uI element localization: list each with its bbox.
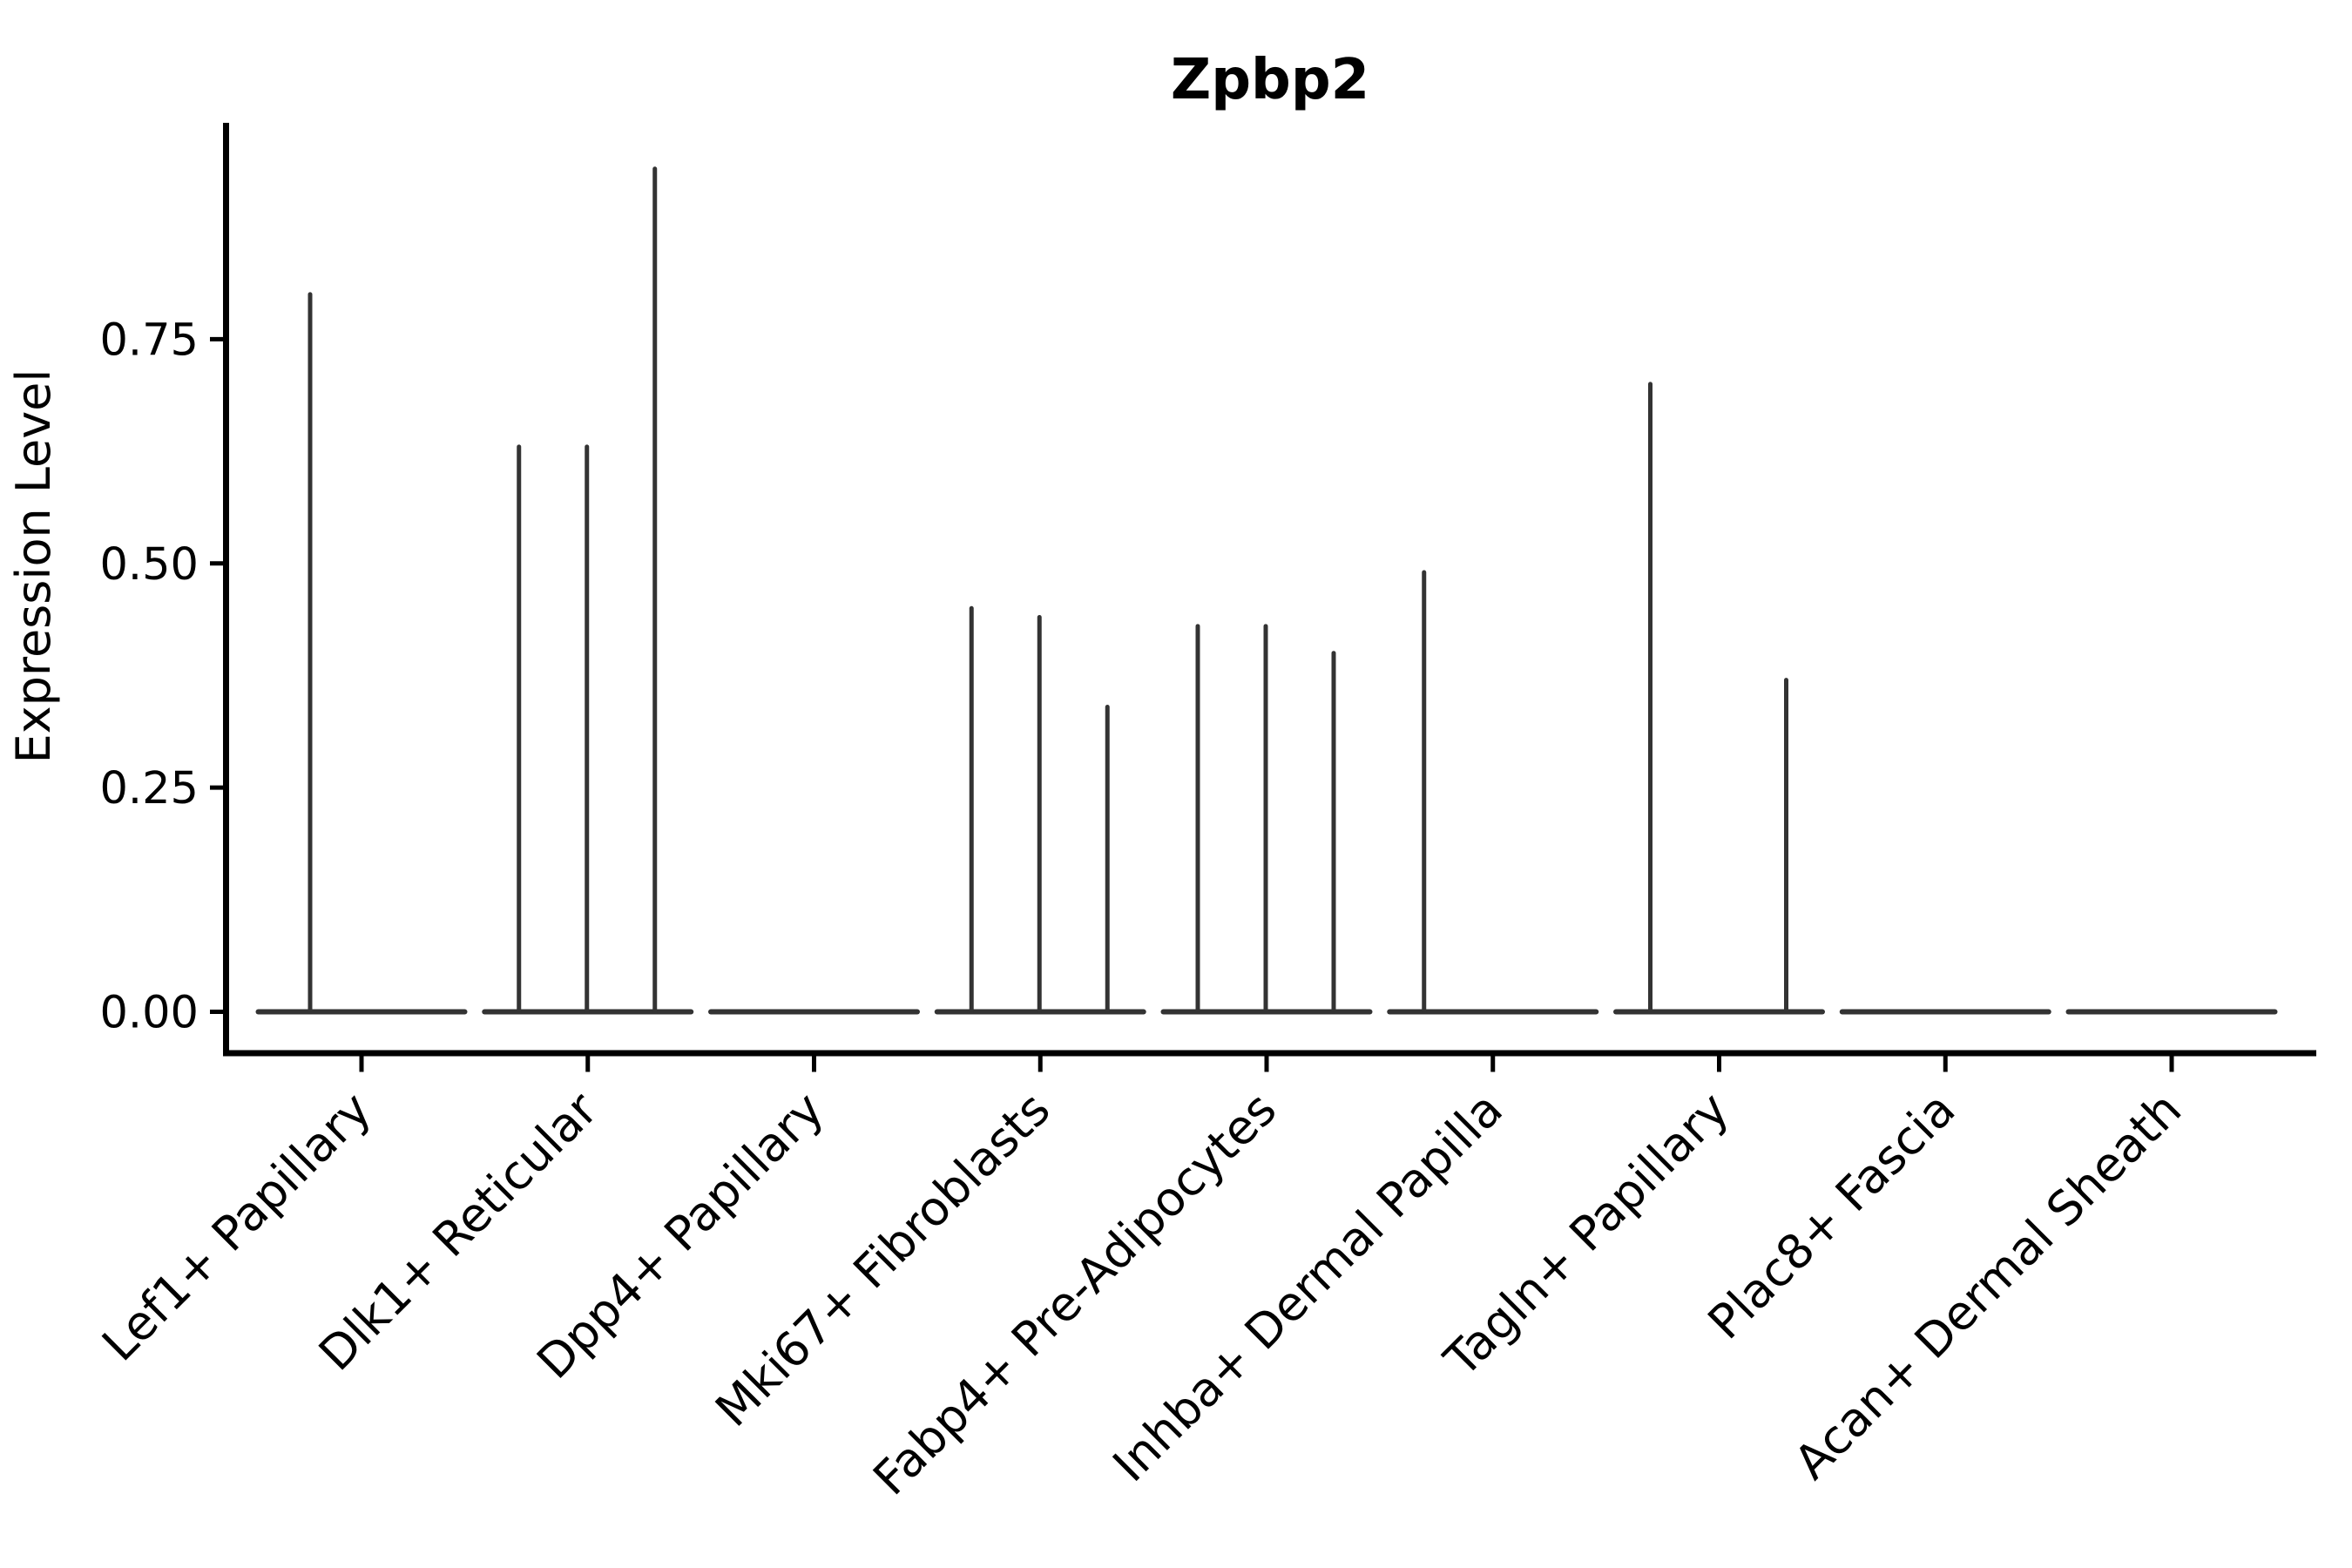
violin-category (255, 292, 468, 1015)
y-axis-label: Expression Level (6, 369, 61, 764)
y-tick-label: 0.25 (99, 763, 199, 814)
violin-category (1613, 382, 1825, 1015)
y-tick-label: 0.50 (99, 539, 199, 591)
violins-layer (255, 166, 2278, 1015)
violin-category (934, 605, 1146, 1015)
violin-category (1160, 624, 1373, 1015)
y-tick-label: 0.00 (99, 988, 199, 1039)
chart-title: Zpbp2 (1171, 48, 1369, 112)
y-tick-label: 0.75 (99, 314, 199, 366)
violin-category (1387, 570, 1599, 1015)
x-tick-label: Inhba+ Dermal Papilla (1103, 1082, 1513, 1492)
violin-category (482, 166, 694, 1015)
x-tick-label: Fabp4+ Pre-Adipocytes (862, 1082, 1287, 1506)
x-tick-label: Acan+ Dermal Sheath (1784, 1082, 2192, 1490)
